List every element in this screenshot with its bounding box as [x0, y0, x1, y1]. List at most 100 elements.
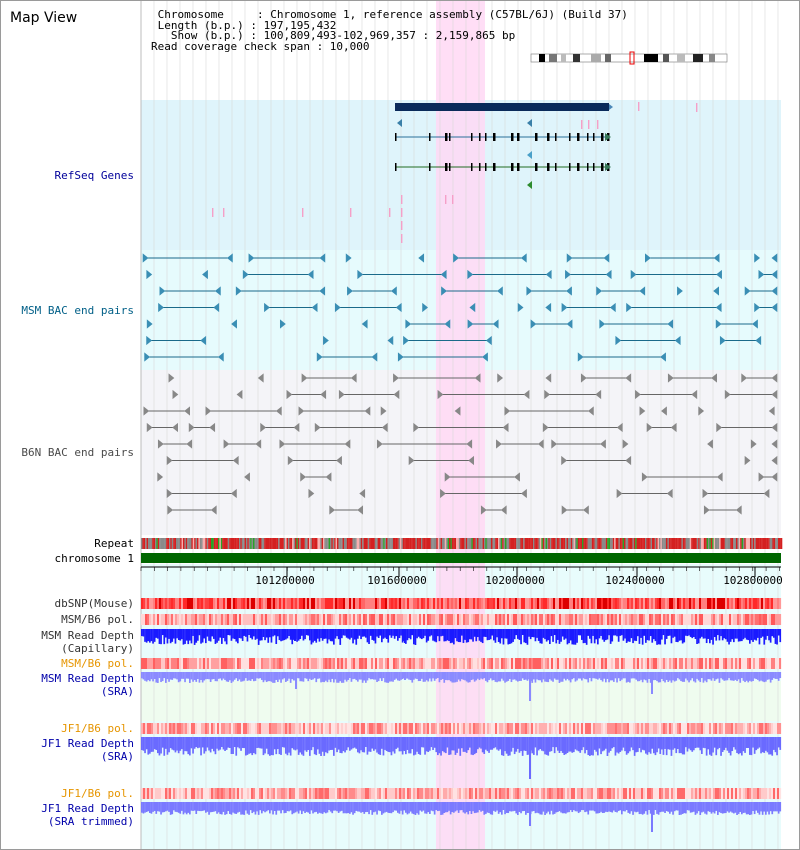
repeat-element	[306, 538, 308, 549]
depth-bar	[451, 737, 454, 751]
repeat-element	[561, 538, 563, 549]
depth-bar	[611, 737, 614, 749]
bac-end-marker	[480, 505, 487, 515]
bac-end-marker	[577, 352, 584, 362]
heat-cell	[751, 788, 754, 799]
track-label-dbsnp[interactable]: dbSNP(Mouse)	[54, 597, 134, 610]
depth-bar	[245, 802, 247, 811]
depth-bar	[606, 802, 609, 813]
heat-cell	[273, 658, 276, 669]
heat-cell	[765, 598, 768, 609]
heat-cell	[371, 788, 374, 799]
heat-cell	[549, 658, 552, 669]
heat-cell	[281, 658, 284, 669]
track-label-msm-bac[interactable]: MSM BAC end pairs	[21, 304, 134, 317]
bac-end-marker	[771, 389, 778, 400]
repeat-element	[523, 538, 525, 549]
depth-bar	[771, 672, 774, 680]
depth-bar	[541, 629, 543, 644]
heat-cell	[291, 598, 294, 609]
heat-cell	[543, 658, 546, 669]
heat-cell	[473, 658, 476, 669]
repeat-element	[660, 538, 662, 549]
heat-cell	[589, 723, 592, 734]
depth-bar	[430, 672, 433, 682]
heat-cell	[337, 723, 340, 734]
depth-bar	[165, 672, 167, 683]
heat-cell	[731, 658, 734, 669]
heat-cell	[697, 788, 700, 799]
refseq-exon	[601, 163, 604, 171]
depth-bar	[382, 672, 385, 679]
heat-cell	[483, 598, 486, 609]
depth-bar	[179, 737, 182, 751]
depth-bar	[185, 672, 188, 679]
depth-bar	[701, 737, 703, 754]
depth-bar	[208, 802, 210, 815]
depth-bar	[411, 737, 414, 750]
heat-cell	[739, 598, 742, 609]
bac-end-marker	[453, 253, 459, 263]
track-label-repeat[interactable]: Repeat	[94, 537, 134, 550]
heat-cell	[535, 723, 538, 734]
depth-bar	[269, 629, 271, 638]
heat-cell	[771, 788, 774, 799]
heat-cell	[369, 658, 372, 669]
track-label-jf1-depth-trimmed[interactable]: JF1 Read Depth (SRA trimmed)	[41, 802, 134, 828]
heat-cell	[203, 658, 206, 669]
depth-bar	[437, 672, 439, 679]
depth-bar	[478, 802, 481, 811]
heat-cell	[741, 658, 744, 669]
refseq-pink-mark	[401, 234, 403, 243]
repeat-element	[596, 538, 598, 549]
depth-bar	[453, 672, 455, 683]
heat-cell	[671, 614, 674, 625]
depth-bar	[235, 802, 238, 814]
heat-cell	[753, 788, 756, 799]
heat-cell	[771, 723, 774, 734]
heat-cell	[495, 788, 498, 799]
heat-cell	[379, 658, 382, 669]
heat-cell	[179, 658, 182, 669]
depth-bar	[305, 802, 308, 812]
heat-cell	[535, 614, 538, 625]
heat-cell	[681, 614, 684, 625]
track-label-msm-b6-pol-2[interactable]: MSM/B6 pol.	[61, 657, 134, 670]
depth-bar	[507, 737, 510, 756]
heat-cell	[365, 658, 368, 669]
depth-bar	[304, 737, 306, 751]
track-label-jf1-b6-pol[interactable]: JF1/B6 pol.	[61, 722, 134, 735]
depth-bar	[581, 802, 583, 811]
track-label-jf1-depth-sra[interactable]: JF1 Read Depth (SRA)	[41, 737, 134, 763]
track-label-msm-b6-pol[interactable]: MSM/B6 pol.	[61, 613, 134, 626]
track-label-jf1-b6-pol-2[interactable]: JF1/B6 pol.	[61, 787, 134, 800]
track-label-chromosome[interactable]: chromosome 1	[54, 552, 134, 565]
track-label-refseq[interactable]: RefSeq Genes	[54, 169, 134, 182]
heat-cell	[389, 658, 392, 669]
heat-cell	[149, 614, 152, 625]
depth-bar	[179, 672, 182, 682]
heat-cell	[599, 598, 602, 609]
bac-end-marker	[580, 373, 587, 383]
heat-cell	[225, 598, 228, 609]
depth-bar	[352, 802, 354, 815]
heat-cell	[649, 658, 652, 669]
depth-bar	[576, 737, 578, 751]
depth-bar	[184, 629, 186, 644]
depth-bar	[232, 629, 234, 639]
repeat-element	[422, 538, 424, 549]
heat-cell	[677, 614, 680, 625]
depth-bar	[291, 629, 294, 645]
bac-end-marker	[338, 389, 345, 400]
track-label-msm-depth-capillary[interactable]: MSM Read Depth (Capillary)	[41, 629, 134, 655]
track-label-b6n-bac[interactable]: B6N BAC end pairs	[21, 446, 134, 459]
repeat-element	[397, 538, 399, 549]
track-label-msm-depth-sra[interactable]: MSM Read Depth (SRA)	[41, 672, 134, 698]
heat-cell	[473, 614, 476, 625]
heat-cell	[277, 723, 280, 734]
depth-bar	[422, 802, 425, 811]
depth-bar	[219, 802, 222, 815]
repeat-element	[778, 538, 780, 549]
heat-cell	[255, 658, 258, 669]
